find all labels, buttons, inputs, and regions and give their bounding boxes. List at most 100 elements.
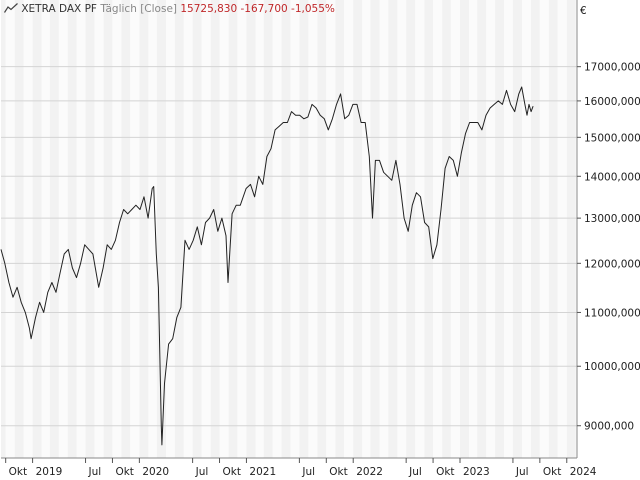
- month-band: [1, 0, 6, 458]
- month-band: [139, 0, 149, 458]
- month-band: [174, 0, 184, 458]
- x-tick-label: Jul: [301, 466, 315, 478]
- x-axis-ticks: Okt 2019 Jul Okt 2020 Jul Okt 2021 Jul Okt 2022 Jul…: [5, 458, 597, 478]
- x-tick-label: 2021: [249, 466, 276, 478]
- month-band: [539, 0, 549, 458]
- month-band: [335, 0, 345, 458]
- x-tick-label: 2023: [463, 466, 490, 478]
- month-band: [362, 0, 371, 458]
- month-band: [308, 0, 318, 458]
- month-band: [495, 0, 505, 458]
- x-tick-label: 2022: [356, 466, 383, 478]
- month-band: [210, 0, 220, 458]
- x-tick-label: Okt: [329, 466, 347, 478]
- month-band: [504, 0, 513, 458]
- month-band: [156, 0, 166, 458]
- month-band: [317, 0, 327, 458]
- month-band: [76, 0, 86, 458]
- month-band: [148, 0, 157, 458]
- month-band: [388, 0, 398, 458]
- month-band: [5, 0, 15, 458]
- x-tick-label: Okt: [223, 466, 241, 478]
- month-band: [450, 0, 460, 458]
- y-tick-label: 15000,000: [584, 132, 640, 144]
- month-band: [112, 0, 122, 458]
- month-band: [130, 0, 140, 458]
- month-band: [67, 0, 77, 458]
- month-band: [49, 0, 59, 458]
- x-tick-label: Okt: [543, 466, 561, 478]
- month-band: [379, 0, 389, 458]
- month-band: [228, 0, 238, 458]
- month-band: [433, 0, 443, 458]
- chart-header: XETRA DAX PF Täglich [Close] 15725,830 -…: [3, 3, 335, 15]
- y-tick-label: 14000,000: [584, 171, 640, 183]
- month-band: [406, 0, 416, 458]
- y-tick-label: 12000,000: [584, 258, 640, 270]
- x-tick-label: Jul: [515, 466, 529, 478]
- month-band: [237, 0, 247, 458]
- change-absolute: -167,700: [240, 3, 288, 15]
- horizontal-grid: [1, 66, 577, 427]
- x-tick-label: Jul: [408, 466, 422, 478]
- month-band: [121, 0, 131, 458]
- month-band: [326, 0, 336, 458]
- month-band: [183, 0, 193, 458]
- y-tick-label: 9000,000: [584, 421, 634, 433]
- month-band: [459, 0, 470, 458]
- y-axis-ticks: 9000,000 10000,000 11000,000 12000,000 13000…: [577, 5, 640, 433]
- month-band: [531, 0, 540, 458]
- instrument-name: XETRA DAX PF: [21, 3, 97, 15]
- month-band: [255, 0, 264, 458]
- month-band: [246, 0, 256, 458]
- month-bands: [1, 0, 577, 458]
- month-band: [469, 0, 478, 458]
- price-series: [0, 86, 534, 446]
- x-tick-label: 2020: [142, 466, 169, 478]
- interval-label: Täglich [Close]: [100, 3, 177, 15]
- y-tick-label: 16000,000: [584, 96, 640, 108]
- y-tick-label: 11000,000: [584, 307, 640, 319]
- axes: [1, 0, 578, 459]
- month-band: [486, 0, 496, 458]
- month-band: [477, 0, 487, 458]
- x-tick-label: Okt: [115, 466, 133, 478]
- series-line: [0, 86, 534, 446]
- month-band: [263, 0, 273, 458]
- month-band: [370, 0, 380, 458]
- month-band: [94, 0, 104, 458]
- y-tick-label: 13000,000: [584, 213, 640, 225]
- month-band: [415, 0, 425, 458]
- last-value: 15725,830: [180, 3, 238, 15]
- month-band: [575, 0, 577, 458]
- month-band: [512, 0, 523, 458]
- y-tick-label: 10000,000: [584, 361, 640, 373]
- x-tick-label: 2024: [570, 466, 597, 478]
- month-band: [14, 0, 24, 458]
- month-band: [281, 0, 291, 458]
- y-tick-label: 17000,000: [584, 62, 640, 74]
- currency-label: €: [580, 5, 587, 17]
- month-band: [353, 0, 363, 458]
- month-band: [522, 0, 532, 458]
- x-tick-label: Okt: [436, 466, 454, 478]
- month-band: [397, 0, 407, 458]
- x-tick-label: Jul: [88, 466, 102, 478]
- month-band: [442, 0, 451, 458]
- month-band: [566, 0, 576, 458]
- x-tick-label: Jul: [195, 466, 209, 478]
- month-band: [41, 0, 50, 458]
- line-chart-icon: [3, 3, 21, 15]
- month-band: [290, 0, 300, 458]
- x-tick-label: Okt: [9, 466, 27, 478]
- change-percent: -1,055%: [291, 3, 335, 15]
- month-band: [103, 0, 113, 458]
- x-tick-label: 2019: [36, 466, 63, 478]
- month-band: [201, 0, 211, 458]
- month-band: [165, 0, 175, 458]
- month-band: [23, 0, 33, 458]
- month-band: [344, 0, 354, 458]
- month-band: [32, 0, 42, 458]
